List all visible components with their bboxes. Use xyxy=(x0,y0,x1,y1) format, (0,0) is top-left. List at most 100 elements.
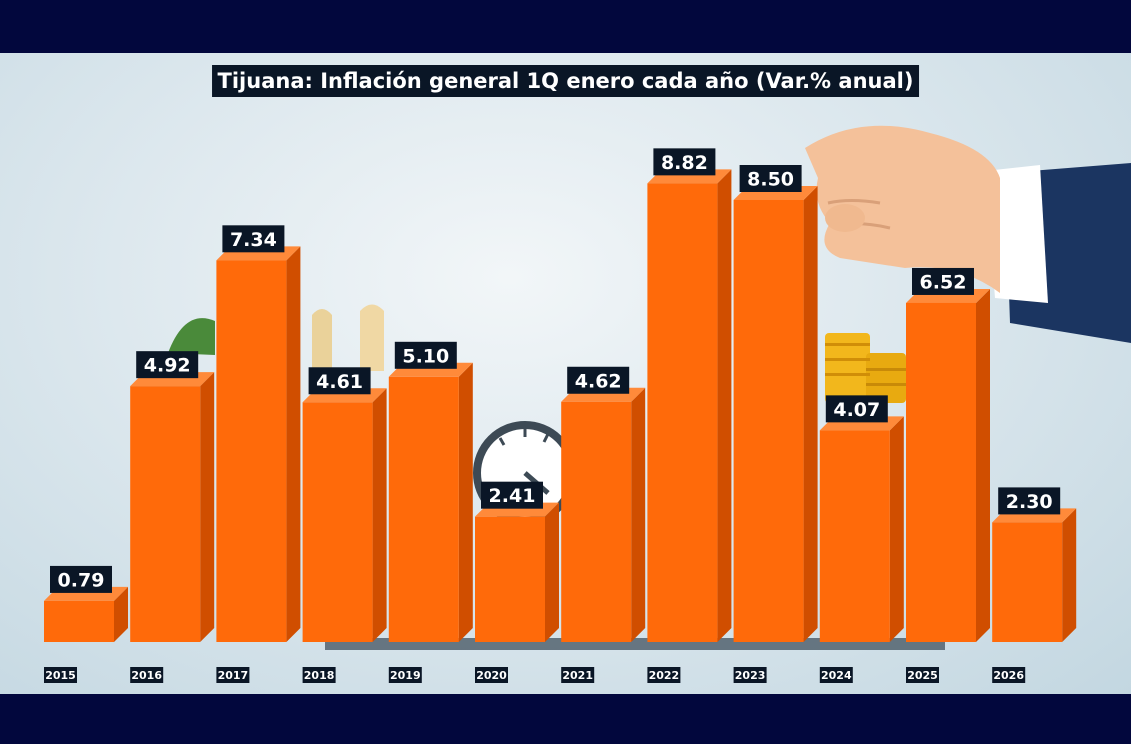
bar-2026 xyxy=(992,508,1077,642)
value-label-2024: 4.07 xyxy=(825,395,888,423)
hand-icon xyxy=(805,125,1131,343)
bar-2020 xyxy=(475,502,559,642)
bar-2017 xyxy=(216,246,301,642)
x-tick-2024: 2024 xyxy=(819,667,853,683)
x-tick-labels-group: 2015 2016 2017 2018 2019 2020 2021 2022 2023 2024… xyxy=(44,667,1026,683)
value-label-2015: 0.79 xyxy=(50,565,112,593)
x-tick-bg xyxy=(302,667,336,683)
bar-front xyxy=(733,200,804,642)
value-label-text: 5.10 xyxy=(402,345,449,367)
bar-side xyxy=(200,372,215,642)
bar-2025 xyxy=(906,288,990,642)
bar-2022 xyxy=(647,169,732,643)
value-label-bg xyxy=(912,267,974,295)
bar-2023 xyxy=(733,186,818,642)
bar-2015 xyxy=(44,586,128,642)
value-label-bg xyxy=(567,366,630,394)
bar-side xyxy=(1062,508,1077,642)
leaf-icon xyxy=(168,318,215,355)
bar-front xyxy=(44,600,114,642)
bar-front xyxy=(302,402,373,642)
value-label-2023: 8.50 xyxy=(739,165,802,192)
x-tick-label: 2022 xyxy=(649,669,680,682)
x-tick-2026: 2026 xyxy=(992,667,1026,683)
value-label-2019: 5.10 xyxy=(394,341,457,369)
value-label-text: 2.41 xyxy=(489,485,536,507)
value-label-text: 8.50 xyxy=(747,169,794,191)
bar-side xyxy=(889,416,904,642)
value-label-text: 0.79 xyxy=(58,569,105,591)
bar-front xyxy=(906,302,976,642)
bar-front xyxy=(561,401,632,642)
value-label-text: 6.52 xyxy=(920,271,967,293)
x-tick-label: 2019 xyxy=(390,669,421,682)
x-tick-2020: 2020 xyxy=(475,667,508,683)
value-label-2017: 7.34 xyxy=(222,225,285,253)
bar-side xyxy=(631,387,646,642)
x-tick-label: 2026 xyxy=(993,669,1024,682)
value-label-text: 8.82 xyxy=(661,152,708,174)
bar-2018 xyxy=(302,388,387,642)
bar-front xyxy=(475,516,545,642)
bar-front xyxy=(819,430,890,642)
bar-front xyxy=(388,376,459,642)
x-tick-label: 2021 xyxy=(562,669,593,682)
value-label-bg xyxy=(825,395,888,423)
value-label-2021: 4.62 xyxy=(567,366,630,394)
bar-front xyxy=(216,260,287,642)
x-tick-bg xyxy=(647,667,681,683)
bread-icon xyxy=(312,304,384,371)
background-illustration xyxy=(168,125,1131,650)
value-label-2018: 4.61 xyxy=(308,367,371,395)
x-tick-label: 2025 xyxy=(907,669,938,682)
bar-front xyxy=(992,522,1063,642)
bar-side xyxy=(545,502,559,642)
value-label-bg xyxy=(998,487,1061,515)
value-label-bg xyxy=(50,565,112,593)
x-tick-2022: 2022 xyxy=(647,667,681,683)
x-tick-bg xyxy=(733,667,767,683)
x-tick-2025: 2025 xyxy=(906,667,939,683)
value-label-text: 4.07 xyxy=(833,399,880,421)
x-tick-2015: 2015 xyxy=(44,667,77,683)
value-label-bg xyxy=(222,225,285,253)
value-label-bg xyxy=(739,165,802,192)
chart-title: Tijuana: Inflación general 1Q enero cada… xyxy=(211,65,920,97)
value-label-bg xyxy=(136,351,199,379)
value-label-bg xyxy=(394,341,457,369)
x-tick-2016: 2016 xyxy=(130,667,164,683)
x-tick-2018: 2018 xyxy=(302,667,336,683)
chart-plot: 0.79 4.92 7.34 4.61 5.10 2.41 4.62 8.82 8.50 4.07… xyxy=(44,125,1131,683)
x-tick-label: 2016 xyxy=(131,669,162,682)
value-label-2026: 2.30 xyxy=(998,487,1061,515)
bar-side xyxy=(372,388,387,642)
x-tick-label: 2024 xyxy=(821,669,852,682)
x-tick-bg xyxy=(992,667,1026,683)
bar-side xyxy=(114,586,128,642)
bar-2021 xyxy=(561,387,646,642)
value-label-text: 7.34 xyxy=(230,229,277,251)
bar-side xyxy=(976,288,990,642)
bar-side xyxy=(717,169,732,643)
x-tick-bg xyxy=(561,667,595,683)
value-label-text: 4.62 xyxy=(575,370,622,392)
x-tick-label: 2020 xyxy=(476,669,507,682)
bar-2024 xyxy=(819,416,904,642)
value-label-text: 2.30 xyxy=(1006,491,1053,513)
x-tick-bg xyxy=(44,667,77,683)
value-label-bg xyxy=(481,481,543,509)
x-tick-2017: 2017 xyxy=(216,667,250,683)
value-label-2016: 4.92 xyxy=(136,351,199,379)
value-labels-group: 0.79 4.92 7.34 4.61 5.10 2.41 4.62 8.82 8.50 4.07… xyxy=(50,148,1061,593)
bar-side xyxy=(803,186,818,642)
bar-side xyxy=(458,362,473,642)
bar-front xyxy=(130,386,201,642)
x-tick-label: 2023 xyxy=(735,669,766,682)
bar-2016 xyxy=(130,372,215,642)
x-tick-bg xyxy=(216,667,250,683)
x-tick-label: 2015 xyxy=(45,669,76,682)
x-tick-2023: 2023 xyxy=(733,667,767,683)
bar-2019 xyxy=(388,362,473,642)
value-label-2022: 8.82 xyxy=(653,148,716,176)
value-label-text: 4.92 xyxy=(144,355,191,377)
